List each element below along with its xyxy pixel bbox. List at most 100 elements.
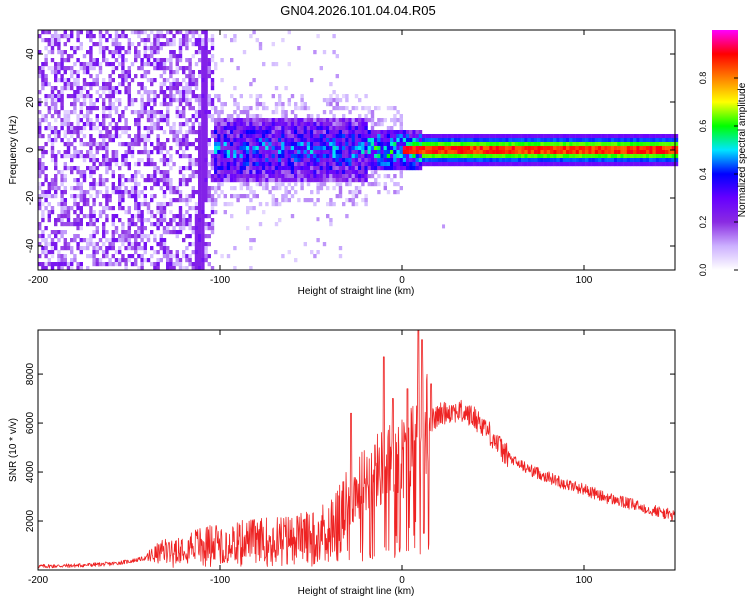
spectrogram-cell — [303, 158, 307, 163]
spectrogram-cell — [70, 86, 74, 91]
spectrogram-cell — [194, 94, 199, 99]
spectrogram-cell — [665, 134, 669, 139]
spectrogram-cell — [562, 142, 567, 147]
spectrogram-cell — [38, 170, 42, 175]
spectrogram-cell — [178, 170, 183, 175]
spectrogram-cell — [361, 134, 365, 139]
spectrogram-cell — [313, 130, 317, 135]
spectrogram-cell — [182, 42, 186, 47]
spectrogram-cell — [130, 42, 135, 47]
spectrogram-cell — [370, 122, 375, 127]
spectrogram-cell — [108, 102, 112, 107]
spectrogram-cell — [50, 182, 55, 187]
spectrogram-cell — [249, 138, 253, 143]
spectrogram-cell — [169, 230, 173, 235]
spectrogram-cell — [306, 154, 311, 159]
spectrogram-cell — [594, 158, 599, 163]
spectrogram-cell — [303, 130, 307, 135]
spectrogram-cell — [108, 242, 112, 247]
spectrogram-cell — [162, 66, 167, 71]
spectrogram-cell — [265, 186, 269, 191]
spectrogram-cell — [591, 158, 595, 163]
snr-background — [38, 330, 675, 570]
spectrogram-cell — [50, 150, 55, 155]
spectrogram-cell — [399, 130, 403, 135]
spectrogram-cell — [143, 38, 147, 43]
spectrogram-cell — [217, 166, 221, 171]
spectrogram-cell — [223, 142, 227, 147]
spectrogram-cell — [127, 94, 131, 99]
spectrogram-cell — [41, 146, 45, 151]
spectrogram-cell — [105, 106, 109, 111]
spectrogram-cell — [620, 138, 624, 143]
spectrogram-cell — [316, 138, 320, 143]
spectrogram-cell — [95, 262, 99, 267]
spectrogram-cell — [332, 142, 336, 147]
spectrogram-cell — [89, 174, 93, 179]
spectrogram-cell — [188, 118, 192, 123]
spectrogram-cell — [511, 142, 515, 147]
spectrogram-cell — [82, 78, 87, 83]
spectrogram-cell — [198, 214, 202, 219]
spectrogram-cell — [646, 134, 650, 139]
spectrogram-cell — [226, 154, 231, 159]
spectrogram-cell — [649, 150, 653, 155]
spectrogram-cell — [607, 154, 611, 159]
spectrogram-cell — [649, 162, 653, 167]
spectrogram-cell — [70, 266, 74, 271]
spectrogram-cell — [588, 150, 592, 155]
spectrogram-cell — [134, 162, 138, 167]
spectrogram-cell — [246, 166, 250, 171]
spectrogram-cell — [252, 154, 256, 159]
spectrogram-cell — [185, 34, 189, 39]
spectrogram-cell — [463, 154, 467, 159]
spectrogram-cell — [111, 254, 115, 259]
spectrogram-cell — [114, 258, 119, 263]
spectrogram-cell — [422, 134, 426, 139]
spectrogram-cell — [146, 94, 151, 99]
spectrogram-cell — [185, 134, 189, 139]
spectrogram-cell — [294, 118, 298, 123]
spectrogram-cell — [230, 214, 234, 219]
spectrogram-cell — [201, 182, 205, 187]
spectrogram-cell — [335, 194, 339, 199]
spectrogram-cell — [140, 102, 144, 107]
spectrogram-cell — [63, 110, 67, 115]
spectrogram-cell — [338, 138, 343, 143]
spectrogram-cell — [60, 34, 64, 39]
spectrogram-cell — [86, 114, 90, 119]
spectrogram-cell — [108, 166, 112, 171]
spectrogram-cell — [82, 114, 87, 119]
spectrogram-cell — [169, 30, 173, 35]
spectrogram-cell — [57, 214, 61, 219]
spectrogram-cell — [92, 82, 96, 87]
spectrogram-cell — [204, 138, 208, 143]
spectrogram-cell — [114, 98, 119, 103]
spectrogram-cell — [287, 134, 291, 139]
spectrogram-cell — [102, 126, 106, 131]
spectrogram-cell — [281, 182, 285, 187]
spectrogram-cell — [271, 178, 275, 183]
spectrogram-cell — [249, 162, 253, 167]
spectrogram-cell — [153, 62, 157, 67]
spectrogram-cell — [143, 126, 147, 131]
spectrogram-cell — [639, 158, 643, 163]
spectrogram-cell — [73, 210, 77, 215]
spectrogram-cell — [105, 158, 109, 163]
spectrogram-cell — [166, 226, 170, 231]
spectrogram-cell — [182, 38, 186, 43]
spectrogram-cell — [322, 242, 327, 247]
spectrogram-cell — [674, 162, 679, 167]
spectrogram-cell — [79, 182, 83, 187]
spectrogram-cell — [143, 134, 147, 139]
spectrogram-cell — [284, 174, 288, 179]
spectrogram-cell — [482, 146, 487, 151]
spectrogram-cell — [124, 78, 128, 83]
spectrogram-cell — [338, 190, 343, 195]
spectrogram-cell — [575, 154, 579, 159]
spectrogram-cell — [290, 142, 295, 147]
spectrogram-cell — [252, 150, 256, 155]
spectrogram-cell — [345, 142, 349, 147]
spectrogram-cell — [300, 162, 304, 167]
spectrogram-cell — [127, 98, 131, 103]
